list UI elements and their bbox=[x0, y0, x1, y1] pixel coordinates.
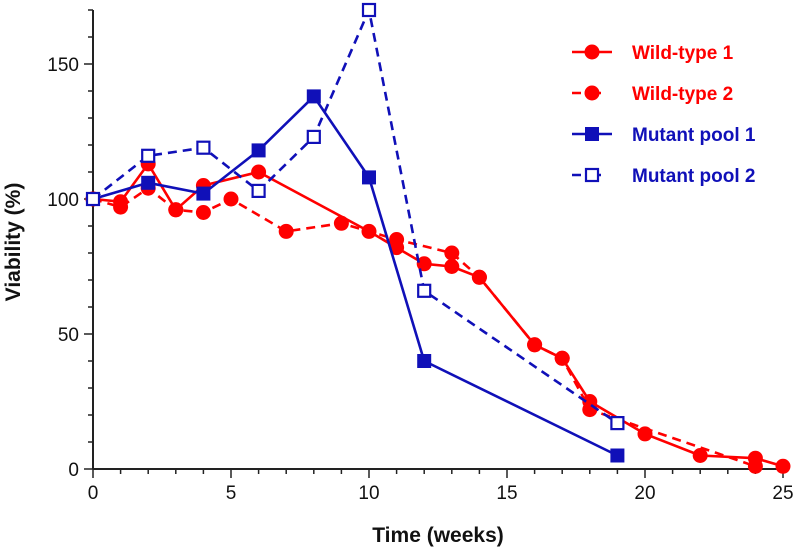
series-line-wild-type-1 bbox=[92, 162, 784, 468]
data-point-wild-type-2 bbox=[471, 269, 487, 285]
data-point-mutant-pool-1 bbox=[417, 354, 432, 368]
y-axis-title: Viability (%) bbox=[2, 183, 25, 302]
data-point-wild-type-2 bbox=[333, 215, 349, 231]
data-point-wild-type-1 bbox=[416, 256, 432, 272]
legend-label: Wild-type 1 bbox=[632, 43, 734, 64]
data-point-wild-type-2 bbox=[747, 458, 763, 474]
data-point-mutant-pool-1 bbox=[362, 170, 376, 185]
legend-item-mutant-pool-1: Mutant pool 1 bbox=[572, 125, 756, 146]
data-point-mutant-pool-1 bbox=[610, 448, 625, 463]
data-point-wild-type-2 bbox=[278, 223, 294, 239]
legend-label: Wild-type 2 bbox=[632, 84, 733, 105]
data-point-mutant-pool-2 bbox=[610, 416, 625, 431]
series-line-mutant-pool-1 bbox=[92, 95, 618, 457]
series-wild-type-1 bbox=[85, 156, 791, 474]
legend-marker bbox=[584, 44, 600, 60]
series-mutant-pool-2 bbox=[85, 2, 625, 431]
series-wild-type-2 bbox=[85, 180, 763, 474]
data-point-mutant-pool-2 bbox=[306, 129, 321, 144]
x-tick-label: 15 bbox=[496, 483, 517, 504]
data-point-mutant-pool-1 bbox=[196, 186, 211, 201]
data-point-mutant-pool-1 bbox=[141, 175, 156, 190]
data-point-wild-type-2 bbox=[168, 202, 184, 218]
x-tick-label: 0 bbox=[88, 483, 99, 504]
legend-marker bbox=[584, 85, 600, 101]
legend-marker bbox=[585, 127, 599, 141]
legend-label: Mutant pool 1 bbox=[632, 125, 756, 146]
x-axis-title: Time (weeks) bbox=[372, 524, 504, 547]
legend-item-mutant-pool-2: Mutant pool 2 bbox=[572, 166, 755, 187]
data-point-mutant-pool-2 bbox=[417, 283, 432, 298]
data-point-wild-type-2 bbox=[389, 232, 405, 247]
legend-item-wild-type-2: Wild-type 2 bbox=[572, 84, 733, 105]
data-point-wild-type-1 bbox=[251, 164, 267, 180]
series-line-mutant-pool-2 bbox=[92, 8, 619, 425]
x-tick-label: 10 bbox=[358, 483, 379, 504]
data-point-wild-type-2 bbox=[444, 245, 460, 261]
legend-label: Mutant pool 2 bbox=[632, 166, 755, 187]
data-point-wild-type-2 bbox=[527, 337, 543, 353]
data-point-wild-type-2 bbox=[554, 350, 570, 366]
x-tick-label: 5 bbox=[226, 483, 237, 504]
data-point-wild-type-1 bbox=[775, 458, 791, 474]
legend-item-wild-type-1: Wild-type 1 bbox=[572, 43, 734, 64]
data-point-wild-type-1 bbox=[692, 448, 708, 463]
x-tick-label: 25 bbox=[772, 483, 793, 504]
y-tick-label: 0 bbox=[68, 460, 79, 481]
y-tick-label: 150 bbox=[47, 55, 79, 76]
y-tick-label: 100 bbox=[47, 190, 79, 211]
data-point-mutant-pool-2 bbox=[361, 2, 377, 18]
data-point-wild-type-1 bbox=[444, 259, 460, 274]
data-point-wild-type-2 bbox=[223, 191, 239, 207]
data-point-mutant-pool-2 bbox=[196, 140, 211, 155]
x-tick-label: 20 bbox=[634, 483, 655, 504]
series-mutant-pool-1 bbox=[86, 89, 625, 463]
data-point-wild-type-2 bbox=[582, 402, 598, 418]
data-point-mutant-pool-1 bbox=[306, 89, 321, 104]
series-line-wild-type-2 bbox=[92, 186, 756, 468]
axes: 0 5 10 15 20 25 0 50 100 150 bbox=[47, 9, 794, 504]
data-point-mutant-pool-2 bbox=[85, 191, 101, 207]
data-point-mutant-pool-2 bbox=[141, 148, 156, 163]
data-point-wild-type-2 bbox=[113, 199, 129, 215]
y-tick-label: 50 bbox=[58, 325, 79, 346]
legend-marker bbox=[584, 167, 600, 183]
plot-area bbox=[85, 2, 791, 474]
data-point-mutant-pool-1 bbox=[251, 143, 266, 158]
legend: Wild-type 1 Wild-type 2 Mutant pool 1 Mutan… bbox=[572, 43, 756, 187]
data-point-wild-type-2 bbox=[195, 205, 211, 220]
data-point-mutant-pool-2 bbox=[251, 183, 266, 198]
